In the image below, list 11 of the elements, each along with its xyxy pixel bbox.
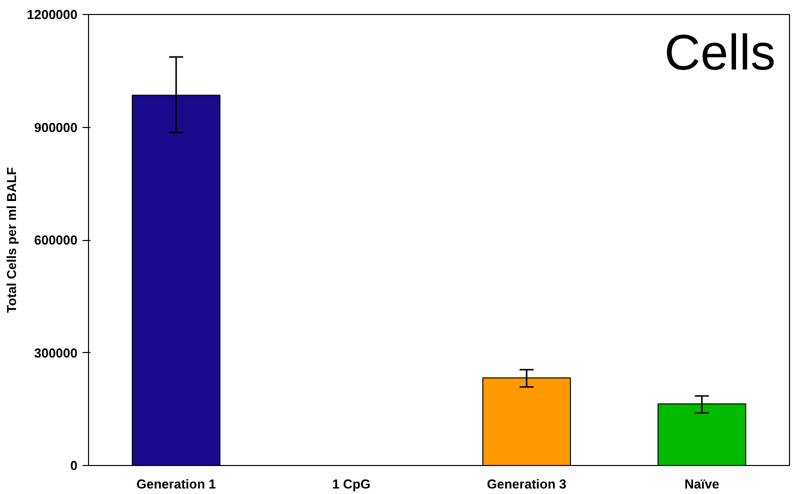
y-axis-title: Total Cells per ml BALF bbox=[4, 167, 19, 313]
y-tick-label: 600000 bbox=[34, 232, 78, 248]
x-tick-label: 1 CpG bbox=[332, 476, 371, 492]
y-tick-label: 1200000 bbox=[26, 7, 78, 22]
annotation: Cells bbox=[664, 24, 776, 80]
x-tick-label: Naïve bbox=[684, 476, 720, 492]
y-tick-label: 0 bbox=[70, 458, 78, 473]
y-tick-label: 300000 bbox=[34, 345, 78, 360]
y-tick-label: 900000 bbox=[34, 120, 78, 135]
x-tick-label: Generation 3 bbox=[486, 476, 566, 492]
x-tick-label: Generation 1 bbox=[136, 476, 216, 492]
